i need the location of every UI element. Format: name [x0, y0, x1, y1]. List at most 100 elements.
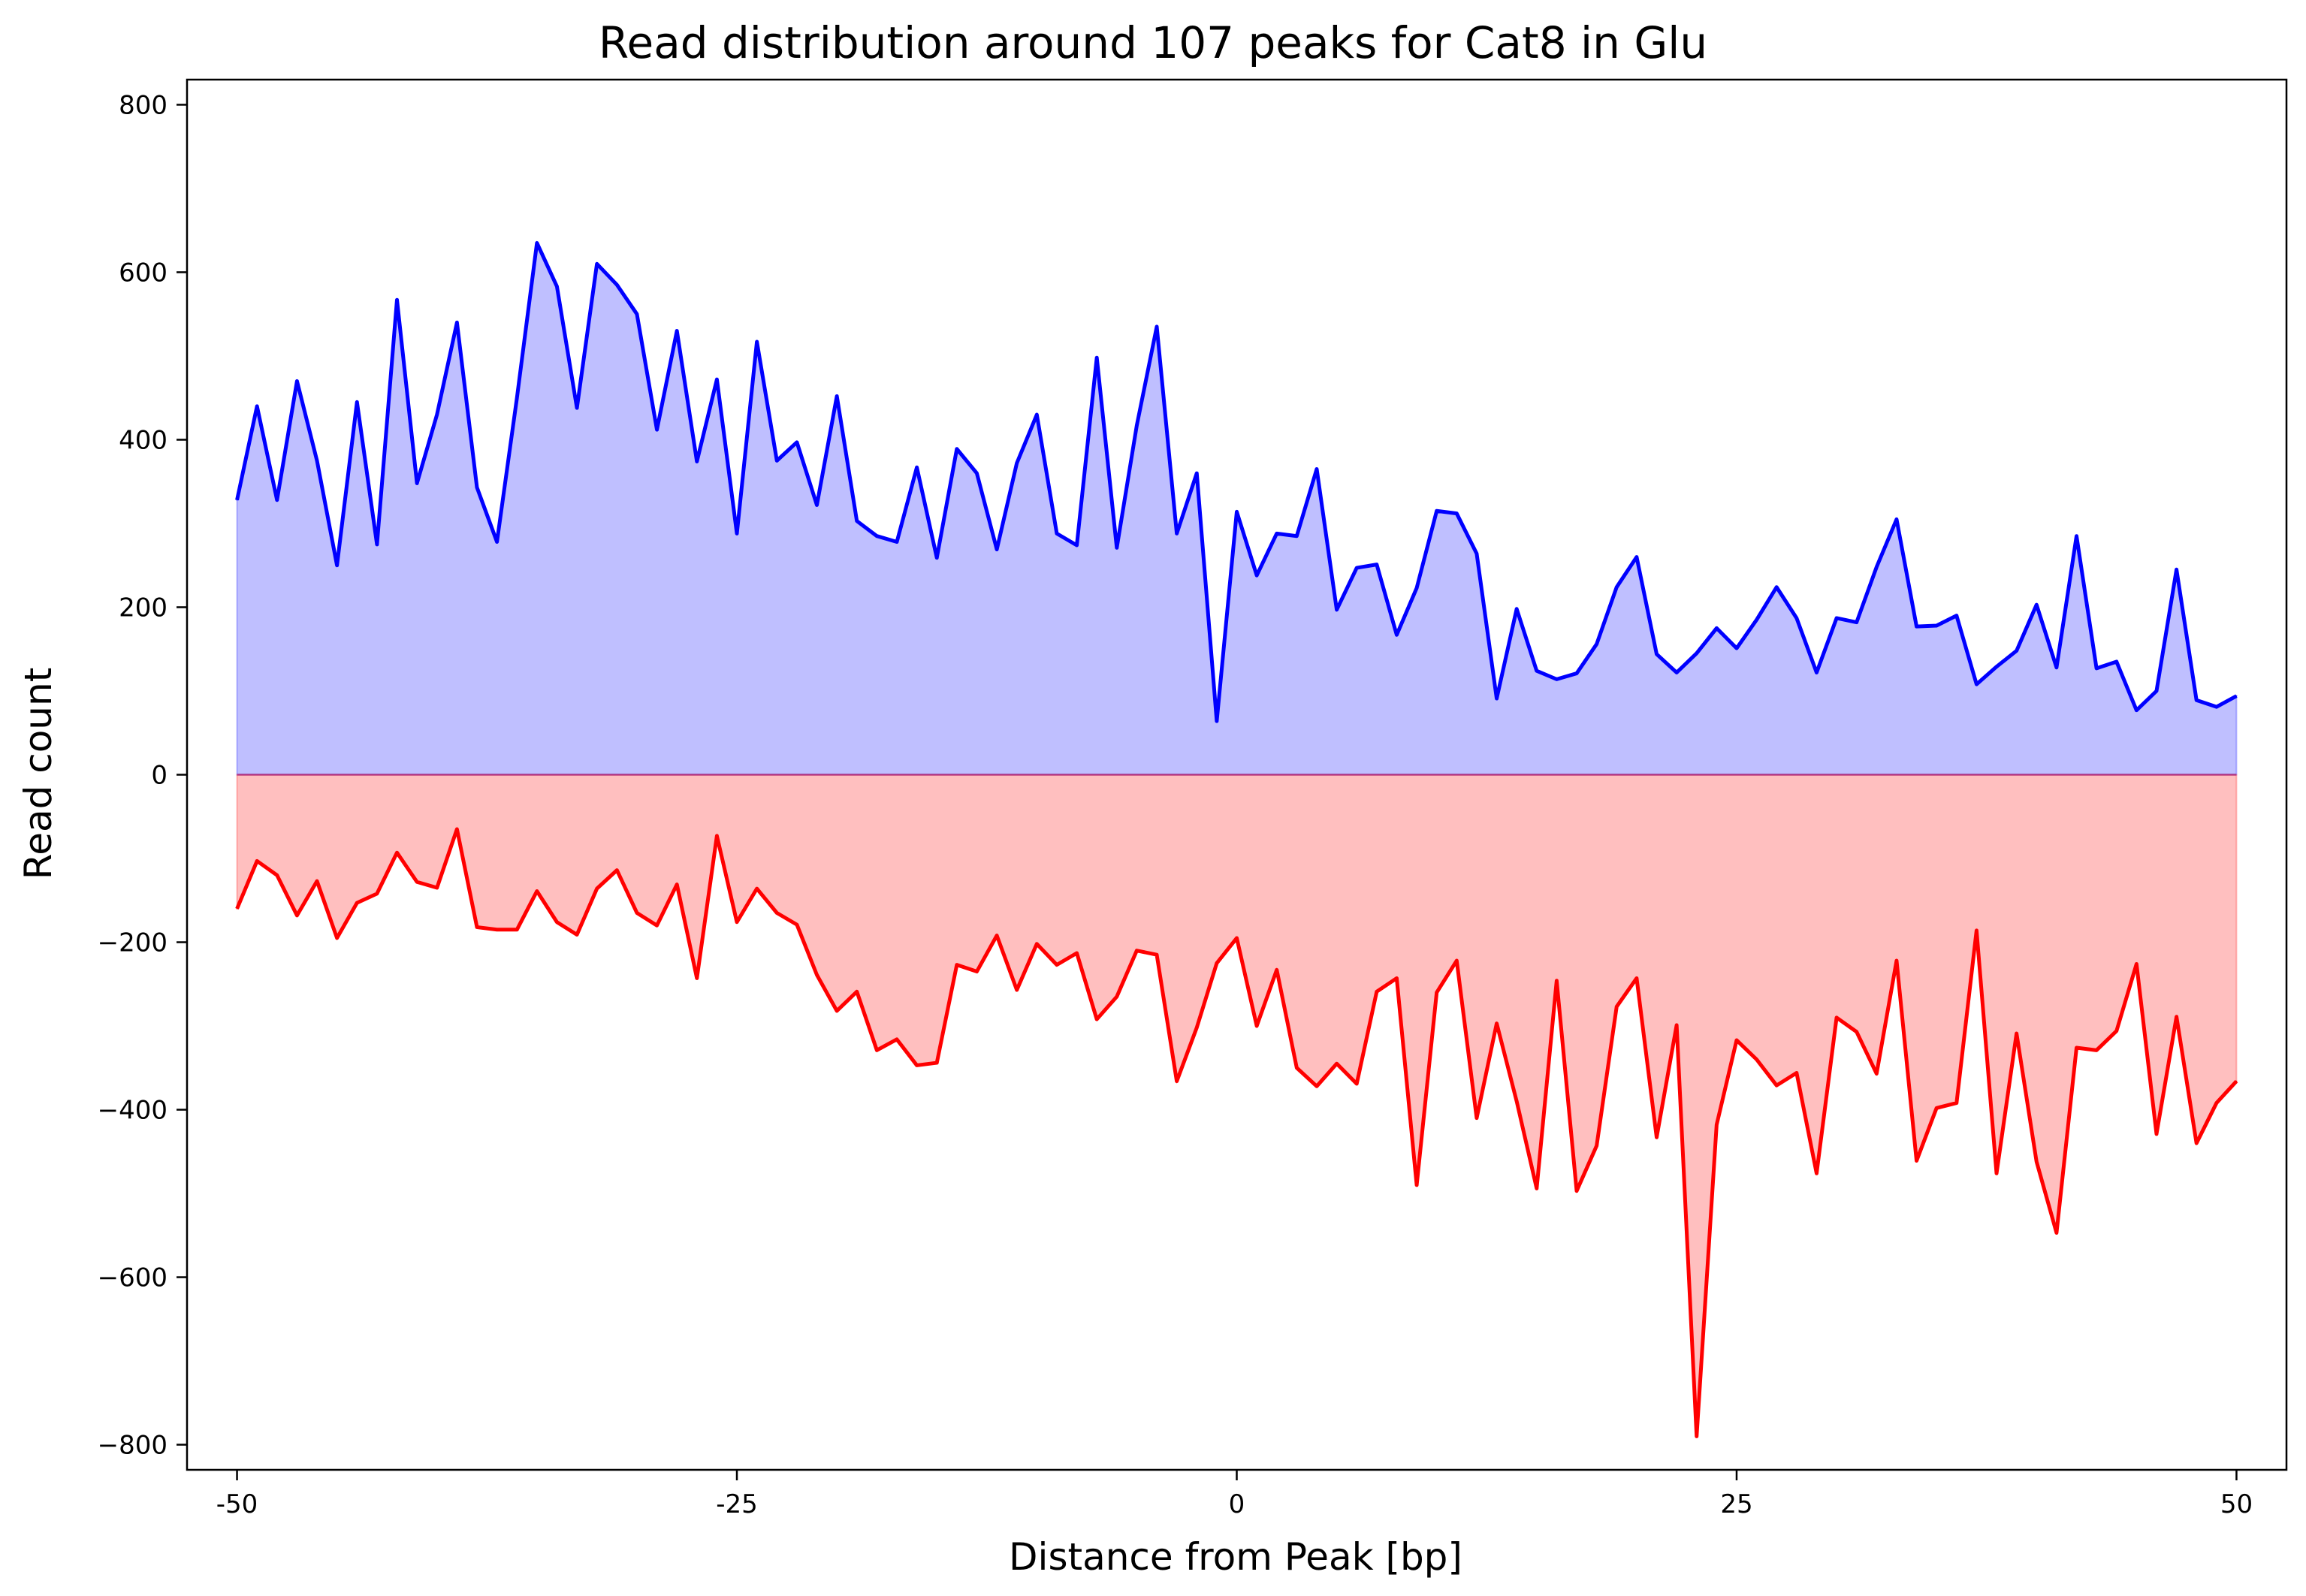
series-2-point [1676, 1024, 1677, 1026]
series-1-point [1376, 563, 1378, 566]
series-1-point [1216, 720, 1218, 722]
series-1-point [696, 460, 698, 463]
x-tick-label: 0 [1229, 1489, 1245, 1519]
series-2-point [2216, 1102, 2217, 1104]
series-2-point [956, 964, 958, 966]
series-1-point [396, 299, 398, 301]
series-2-point [596, 888, 598, 889]
series-1-point [1915, 626, 1918, 627]
series-2-point [236, 908, 238, 910]
series-2-point [816, 974, 818, 976]
series-2-point [1736, 1039, 1737, 1041]
series-1-point [1776, 586, 1778, 588]
y-tick-label: −800 [98, 1431, 168, 1461]
series-1-point [1476, 553, 1477, 554]
series-2-point [1456, 960, 1458, 961]
series-2-point [1316, 1085, 1317, 1088]
chart-title: Read distribution around 107 peaks for C… [599, 17, 1707, 68]
series-1-point [256, 406, 258, 407]
series-1-point [476, 487, 478, 488]
series-2-point [1896, 960, 1897, 961]
series-1-point [2216, 706, 2217, 707]
series-1-point [236, 499, 238, 501]
series-2-point [836, 1010, 838, 1012]
series-2-point [1356, 1083, 1358, 1085]
series-2-point [1955, 1102, 1957, 1104]
x-tick-label: 50 [2220, 1489, 2253, 1519]
series-2-point [1296, 1067, 1298, 1069]
series-1-point [756, 341, 758, 342]
series-1-point [1036, 414, 1038, 415]
series-2-point [2056, 1232, 2057, 1234]
series-1-point [1115, 547, 1118, 549]
series-1-point [1576, 672, 1577, 674]
series-1-point [816, 504, 818, 506]
series-1-point [1656, 653, 1658, 655]
series-2-point [2115, 1030, 2117, 1032]
series-2-point [916, 1064, 918, 1067]
series-1-point [1755, 619, 1758, 621]
series-2-point [1336, 1063, 1338, 1064]
series-1-point [1695, 653, 1698, 654]
series-2-point [396, 852, 398, 853]
series-1-point [496, 541, 498, 543]
series-1-point [996, 548, 998, 551]
series-1-point [1416, 587, 1417, 589]
x-tick-label: -25 [716, 1489, 758, 1519]
series-1-point [856, 520, 858, 522]
series-2-point [1975, 930, 1978, 931]
series-1-point [356, 401, 358, 403]
x-tick-label: -50 [216, 1489, 258, 1519]
series-1-point [2075, 535, 2078, 537]
series-2-point [1535, 1187, 1538, 1190]
series-1-point [796, 442, 798, 443]
series-2-point [1435, 991, 1438, 994]
series-2-point [2096, 1049, 2097, 1051]
y-tick-label: −400 [98, 1096, 168, 1126]
series-1-point [2115, 661, 2117, 662]
series-2-point [1196, 1027, 1198, 1029]
series-1-point [1876, 566, 1878, 568]
series-1-point [1636, 556, 1637, 558]
series-2-point [1616, 1006, 1618, 1008]
series-1-point [896, 541, 898, 543]
series-2-point [1576, 1190, 1577, 1192]
series-2-point [1476, 1117, 1477, 1119]
series-1-point [536, 242, 538, 244]
series-1-point [1156, 326, 1158, 327]
y-tick-label: 400 [119, 425, 168, 455]
series-2-point [656, 925, 658, 927]
series-1-point [336, 564, 338, 566]
series-2-point [1695, 1435, 1698, 1438]
series-1-point [1316, 468, 1317, 470]
series-2-point [1816, 1172, 1818, 1175]
series-2-point [776, 912, 778, 914]
y-tick-label: 800 [119, 90, 168, 120]
series-2-point [1936, 1107, 1937, 1109]
series-1-point [2036, 604, 2038, 605]
series-1-point [1275, 533, 1278, 535]
series-1-point [1616, 586, 1618, 588]
series-1-point [2175, 569, 2178, 571]
series-2-point [336, 937, 338, 939]
series-2-point [2175, 1015, 2178, 1018]
series-2-point [1516, 1100, 1517, 1103]
series-2-point [756, 888, 758, 889]
series-2-point [1656, 1136, 1658, 1139]
series-2-point [1136, 949, 1138, 952]
series-1-point [936, 557, 938, 559]
series-1-point [2135, 709, 2138, 711]
series-1-point [1196, 472, 1198, 474]
series-1-point [1975, 683, 1978, 685]
series-1-point [1496, 698, 1498, 699]
series-1-point [1256, 575, 1257, 576]
series-2-point [516, 928, 518, 931]
series-1-point [956, 448, 958, 450]
series-2-point [1216, 962, 1218, 964]
series-1-point [516, 397, 518, 399]
series-1-point [436, 414, 438, 415]
series-1-point [2096, 668, 2097, 669]
series-2-point [2156, 1133, 2157, 1135]
series-1-point [916, 466, 918, 469]
series-2-point [1416, 1184, 1417, 1186]
